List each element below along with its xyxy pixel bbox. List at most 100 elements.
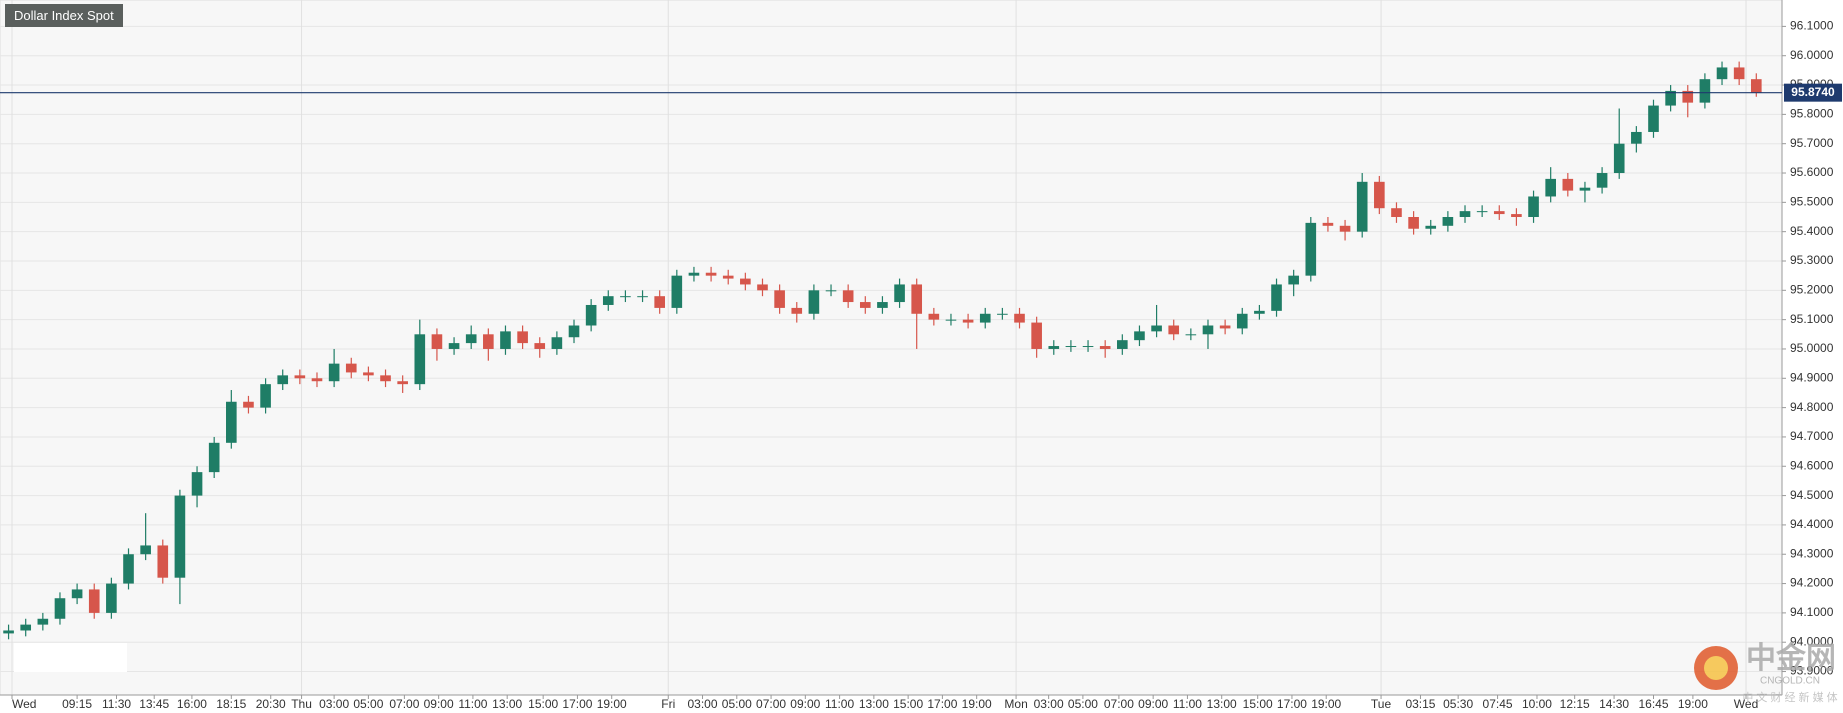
candle-body bbox=[1648, 105, 1659, 132]
x-tick-label: 13:00 bbox=[1207, 697, 1237, 711]
y-tick-label: 94.4000 bbox=[1790, 517, 1834, 531]
candle-body bbox=[1493, 211, 1505, 215]
candle-body bbox=[1579, 187, 1591, 191]
candle-body bbox=[877, 302, 888, 308]
candle-body bbox=[174, 495, 186, 578]
candle-body bbox=[1185, 334, 1197, 336]
x-tick-label: Wed bbox=[12, 697, 36, 711]
x-tick-label: 07:00 bbox=[756, 697, 786, 711]
candle-body bbox=[671, 275, 683, 308]
candle-body bbox=[1271, 284, 1282, 311]
candle-body bbox=[894, 284, 905, 303]
candle-body bbox=[1442, 217, 1454, 226]
candle-body bbox=[1408, 217, 1419, 229]
x-tick-label: 11:00 bbox=[458, 697, 487, 711]
x-tick-label: 13:00 bbox=[492, 697, 522, 711]
candle-body bbox=[1750, 79, 1762, 93]
y-tick-label: 94.9000 bbox=[1790, 370, 1834, 384]
candle-body bbox=[517, 331, 528, 344]
y-tick-label: 94.1000 bbox=[1790, 605, 1834, 619]
candle-body bbox=[1459, 211, 1471, 218]
x-tick-label: 07:45 bbox=[1483, 697, 1513, 711]
candle-body bbox=[911, 284, 923, 314]
candle-body bbox=[1305, 222, 1317, 276]
candle-body bbox=[1562, 178, 1574, 191]
candle-body bbox=[585, 304, 597, 326]
candle-body bbox=[3, 630, 14, 634]
candle-body bbox=[1528, 196, 1539, 218]
y-tick-label: 95.5000 bbox=[1790, 195, 1834, 209]
y-tick-label: 94.2000 bbox=[1790, 576, 1834, 590]
x-tick-label: Thu bbox=[291, 697, 312, 711]
candle-body bbox=[414, 334, 426, 385]
candle-body bbox=[71, 589, 83, 599]
candle-body bbox=[328, 363, 340, 382]
y-tick-label: 95.3000 bbox=[1790, 253, 1834, 267]
x-tick-label: Mon bbox=[1004, 697, 1027, 711]
candle-body bbox=[1425, 225, 1437, 229]
candle-body bbox=[1545, 178, 1556, 197]
candle-body bbox=[997, 313, 1008, 315]
candle-body bbox=[1288, 275, 1299, 285]
candle-body bbox=[1356, 181, 1368, 232]
candle-body bbox=[568, 325, 580, 338]
watermark-logo-inner bbox=[1704, 656, 1728, 680]
candle-body bbox=[1699, 79, 1711, 103]
candle-body bbox=[602, 296, 614, 305]
y-tick-label: 94.0000 bbox=[1790, 634, 1834, 648]
x-tick-label: 09:00 bbox=[424, 697, 454, 711]
y-tick-label: 94.6000 bbox=[1790, 458, 1834, 472]
y-tick-label: 95.1000 bbox=[1790, 312, 1834, 326]
y-tick-label: 94.5000 bbox=[1790, 488, 1834, 502]
candle-body bbox=[1031, 322, 1042, 349]
candle-body bbox=[294, 375, 306, 379]
last-price-label: 95.8740 bbox=[1791, 85, 1835, 99]
candle-body bbox=[842, 290, 854, 303]
candle-body bbox=[1065, 346, 1077, 348]
candle-body bbox=[500, 331, 511, 349]
x-tick-label: 14:30 bbox=[1599, 697, 1629, 711]
candle-body bbox=[1374, 181, 1385, 209]
y-tick-label: 95.0000 bbox=[1790, 341, 1834, 355]
watermark-slogan: 中 文 财 经 新 媒 体 bbox=[1742, 690, 1837, 704]
candle-body bbox=[1631, 131, 1642, 144]
watermark-name: 中金网 bbox=[1746, 641, 1836, 675]
x-tick-label: 09:00 bbox=[1138, 697, 1168, 711]
watermark-site: CNGOLD.CN bbox=[1760, 676, 1820, 687]
candle-body bbox=[1682, 90, 1694, 103]
candle-body bbox=[808, 290, 820, 314]
y-tick-label: 94.7000 bbox=[1790, 429, 1834, 443]
x-tick-label: 19:00 bbox=[1678, 697, 1708, 711]
candle-body bbox=[483, 334, 494, 349]
candle-body bbox=[1014, 313, 1025, 323]
candle-body bbox=[243, 401, 254, 408]
x-tick-label: 17:00 bbox=[562, 697, 592, 711]
y-tick-label: 95.6000 bbox=[1790, 165, 1834, 179]
x-tick-label: 17:00 bbox=[927, 697, 957, 711]
candle-body bbox=[380, 375, 391, 382]
candle-body bbox=[1168, 325, 1180, 335]
candle-body bbox=[1476, 211, 1488, 213]
x-tick-label: 03:00 bbox=[319, 697, 349, 711]
candle-body bbox=[1117, 340, 1128, 349]
candle-body bbox=[123, 554, 134, 584]
candle-body bbox=[465, 334, 477, 344]
x-tick-label: 11:30 bbox=[102, 697, 131, 711]
candle-body bbox=[1391, 208, 1402, 218]
x-tick-label: 11:00 bbox=[1173, 697, 1202, 711]
candle-body bbox=[1339, 225, 1351, 232]
candle-body bbox=[1082, 346, 1094, 348]
candle-body bbox=[1596, 173, 1608, 188]
blank-box bbox=[14, 643, 127, 672]
x-tick-label: 19:00 bbox=[962, 697, 992, 711]
y-tick-label: 96.0000 bbox=[1790, 48, 1834, 62]
y-tick-label: 95.2000 bbox=[1790, 282, 1834, 296]
candle-body bbox=[448, 343, 460, 349]
plot-area bbox=[0, 0, 1783, 696]
x-tick-label: 05:00 bbox=[722, 697, 752, 711]
x-tick-label: 15:00 bbox=[893, 697, 923, 711]
x-tick-label: 05:00 bbox=[1068, 697, 1098, 711]
y-tick-label: 93.9000 bbox=[1790, 664, 1834, 678]
